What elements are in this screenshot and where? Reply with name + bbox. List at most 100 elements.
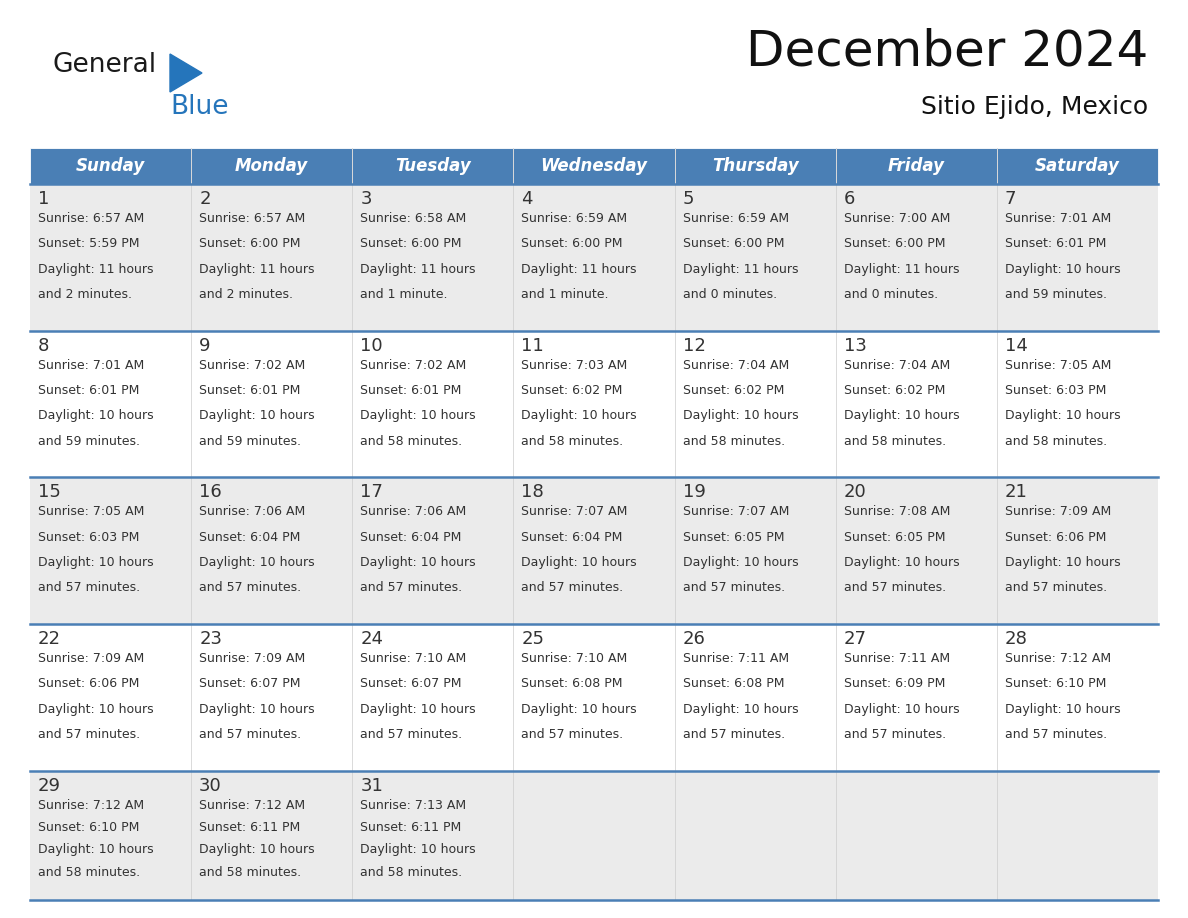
Text: Daylight: 10 hours: Daylight: 10 hours xyxy=(843,409,960,422)
Text: and 57 minutes.: and 57 minutes. xyxy=(38,728,140,741)
Text: Sunset: 6:07 PM: Sunset: 6:07 PM xyxy=(200,677,301,690)
Text: Sunrise: 7:05 AM: Sunrise: 7:05 AM xyxy=(1005,359,1111,372)
Text: Wednesday: Wednesday xyxy=(541,157,647,175)
Text: 15: 15 xyxy=(38,484,61,501)
Text: Daylight: 11 hours: Daylight: 11 hours xyxy=(360,263,475,275)
Text: and 58 minutes.: and 58 minutes. xyxy=(360,866,462,879)
Text: Sunrise: 7:12 AM: Sunrise: 7:12 AM xyxy=(200,799,305,812)
Text: Sunset: 6:01 PM: Sunset: 6:01 PM xyxy=(38,384,139,397)
Text: Friday: Friday xyxy=(887,157,944,175)
Text: Sunset: 6:09 PM: Sunset: 6:09 PM xyxy=(843,677,946,690)
Text: Daylight: 10 hours: Daylight: 10 hours xyxy=(683,409,798,422)
Text: Thursday: Thursday xyxy=(712,157,798,175)
Text: Sunrise: 7:06 AM: Sunrise: 7:06 AM xyxy=(200,506,305,519)
Text: 30: 30 xyxy=(200,777,222,795)
Text: Sunset: 6:04 PM: Sunset: 6:04 PM xyxy=(200,531,301,543)
Bar xyxy=(997,148,1158,184)
Text: Daylight: 11 hours: Daylight: 11 hours xyxy=(38,263,153,275)
Text: Daylight: 10 hours: Daylight: 10 hours xyxy=(683,703,798,716)
Text: Daylight: 10 hours: Daylight: 10 hours xyxy=(1005,703,1120,716)
Text: and 57 minutes.: and 57 minutes. xyxy=(522,728,624,741)
Text: and 57 minutes.: and 57 minutes. xyxy=(522,581,624,594)
Text: 5: 5 xyxy=(683,190,694,208)
Text: 29: 29 xyxy=(38,777,61,795)
Text: Daylight: 10 hours: Daylight: 10 hours xyxy=(1005,263,1120,275)
Bar xyxy=(513,148,675,184)
Text: December 2024: December 2024 xyxy=(746,28,1148,76)
Text: Sunset: 6:04 PM: Sunset: 6:04 PM xyxy=(522,531,623,543)
Text: Sunset: 6:00 PM: Sunset: 6:00 PM xyxy=(360,237,462,251)
Text: General: General xyxy=(52,52,156,78)
Text: Sunrise: 6:58 AM: Sunrise: 6:58 AM xyxy=(360,212,467,225)
Text: 8: 8 xyxy=(38,337,50,354)
Text: Sunset: 6:02 PM: Sunset: 6:02 PM xyxy=(683,384,784,397)
Text: and 58 minutes.: and 58 minutes. xyxy=(843,434,946,448)
Text: Sunrise: 6:59 AM: Sunrise: 6:59 AM xyxy=(683,212,789,225)
Text: 28: 28 xyxy=(1005,630,1028,648)
Text: Sunrise: 7:01 AM: Sunrise: 7:01 AM xyxy=(1005,212,1111,225)
Bar xyxy=(30,477,1158,624)
Text: and 57 minutes.: and 57 minutes. xyxy=(843,581,946,594)
Text: Blue: Blue xyxy=(170,94,228,120)
Text: Sunrise: 7:11 AM: Sunrise: 7:11 AM xyxy=(683,652,789,666)
Text: 23: 23 xyxy=(200,630,222,648)
Text: 14: 14 xyxy=(1005,337,1028,354)
Text: Saturday: Saturday xyxy=(1035,157,1120,175)
Text: Sunset: 6:03 PM: Sunset: 6:03 PM xyxy=(1005,384,1106,397)
Text: Sunrise: 7:06 AM: Sunrise: 7:06 AM xyxy=(360,506,467,519)
Bar xyxy=(30,148,191,184)
Text: Daylight: 10 hours: Daylight: 10 hours xyxy=(38,703,153,716)
Text: and 59 minutes.: and 59 minutes. xyxy=(200,434,301,448)
Text: and 57 minutes.: and 57 minutes. xyxy=(1005,728,1107,741)
Bar xyxy=(30,184,1158,330)
Text: Sunset: 6:01 PM: Sunset: 6:01 PM xyxy=(200,384,301,397)
Text: Daylight: 11 hours: Daylight: 11 hours xyxy=(522,263,637,275)
Text: Daylight: 10 hours: Daylight: 10 hours xyxy=(522,556,637,569)
Text: Sunset: 6:08 PM: Sunset: 6:08 PM xyxy=(683,677,784,690)
Bar xyxy=(835,148,997,184)
Text: and 59 minutes.: and 59 minutes. xyxy=(1005,288,1107,301)
Text: and 57 minutes.: and 57 minutes. xyxy=(360,728,462,741)
Text: and 1 minute.: and 1 minute. xyxy=(360,288,448,301)
Text: Sunrise: 7:07 AM: Sunrise: 7:07 AM xyxy=(683,506,789,519)
Text: and 57 minutes.: and 57 minutes. xyxy=(200,728,302,741)
Text: Sunrise: 7:08 AM: Sunrise: 7:08 AM xyxy=(843,506,950,519)
Text: Sunset: 6:03 PM: Sunset: 6:03 PM xyxy=(38,531,139,543)
Text: Daylight: 10 hours: Daylight: 10 hours xyxy=(522,703,637,716)
Text: Sunset: 6:11 PM: Sunset: 6:11 PM xyxy=(360,821,461,834)
Text: Daylight: 10 hours: Daylight: 10 hours xyxy=(360,409,476,422)
Text: and 57 minutes.: and 57 minutes. xyxy=(843,728,946,741)
Text: Tuesday: Tuesday xyxy=(394,157,470,175)
Text: Daylight: 10 hours: Daylight: 10 hours xyxy=(38,409,153,422)
Bar xyxy=(675,148,835,184)
Text: Sunrise: 7:09 AM: Sunrise: 7:09 AM xyxy=(38,652,144,666)
Text: 4: 4 xyxy=(522,190,533,208)
Text: and 58 minutes.: and 58 minutes. xyxy=(200,866,302,879)
Text: and 58 minutes.: and 58 minutes. xyxy=(522,434,624,448)
Text: Sunset: 6:00 PM: Sunset: 6:00 PM xyxy=(843,237,946,251)
Text: Daylight: 11 hours: Daylight: 11 hours xyxy=(683,263,798,275)
Text: Sunset: 6:10 PM: Sunset: 6:10 PM xyxy=(38,821,139,834)
Text: and 57 minutes.: and 57 minutes. xyxy=(1005,581,1107,594)
Text: 19: 19 xyxy=(683,484,706,501)
Text: Sunrise: 7:13 AM: Sunrise: 7:13 AM xyxy=(360,799,467,812)
Text: Sunset: 6:08 PM: Sunset: 6:08 PM xyxy=(522,677,623,690)
Text: Daylight: 10 hours: Daylight: 10 hours xyxy=(38,844,153,856)
Text: Daylight: 10 hours: Daylight: 10 hours xyxy=(200,556,315,569)
Text: Sunset: 6:01 PM: Sunset: 6:01 PM xyxy=(360,384,462,397)
Text: and 57 minutes.: and 57 minutes. xyxy=(683,581,785,594)
Text: 1: 1 xyxy=(38,190,50,208)
Text: Daylight: 10 hours: Daylight: 10 hours xyxy=(360,703,476,716)
Text: and 57 minutes.: and 57 minutes. xyxy=(200,581,302,594)
Text: Sunrise: 7:02 AM: Sunrise: 7:02 AM xyxy=(360,359,467,372)
Text: Sunrise: 7:02 AM: Sunrise: 7:02 AM xyxy=(200,359,305,372)
Text: Sunset: 6:10 PM: Sunset: 6:10 PM xyxy=(1005,677,1106,690)
Text: Sunrise: 7:12 AM: Sunrise: 7:12 AM xyxy=(1005,652,1111,666)
Text: Sunset: 6:02 PM: Sunset: 6:02 PM xyxy=(522,384,623,397)
Text: 10: 10 xyxy=(360,337,383,354)
Text: Daylight: 10 hours: Daylight: 10 hours xyxy=(200,409,315,422)
Text: 24: 24 xyxy=(360,630,384,648)
Text: Daylight: 10 hours: Daylight: 10 hours xyxy=(360,844,476,856)
Text: 20: 20 xyxy=(843,484,866,501)
Text: Sunrise: 7:09 AM: Sunrise: 7:09 AM xyxy=(200,652,305,666)
